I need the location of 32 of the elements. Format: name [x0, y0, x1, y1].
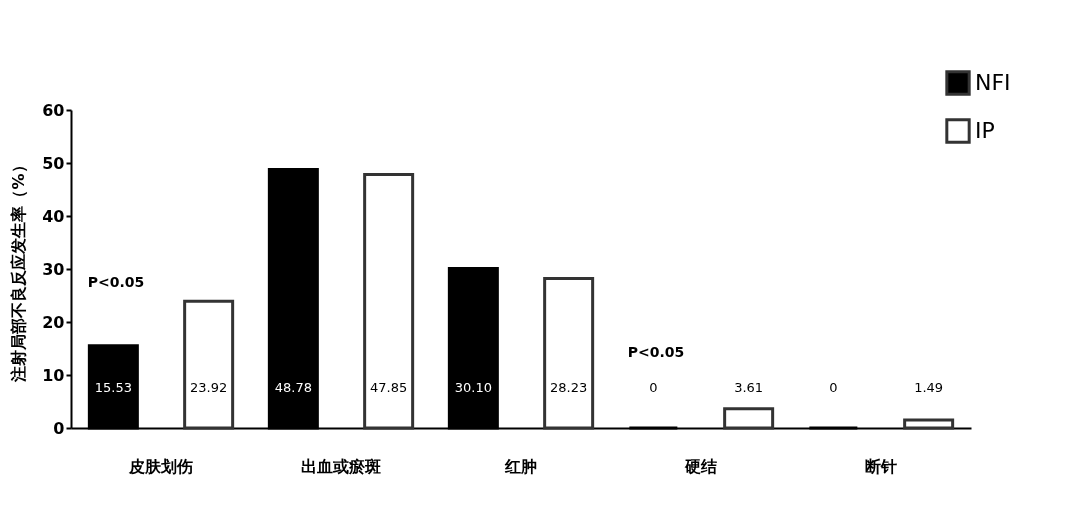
data-label: 3.61 [734, 380, 764, 395]
x-tick-label: 硬结 [684, 456, 717, 476]
bar [543, 276, 595, 430]
data-label: 0 [649, 380, 658, 395]
y-tick-label: 20 [42, 312, 65, 332]
bar [183, 299, 235, 430]
y-tick-label: 10 [42, 365, 65, 385]
annotation: P<0.05 [627, 344, 685, 360]
data-label: 47.85 [370, 380, 408, 395]
x-tick-label: 断针 [865, 456, 897, 476]
y-axis-title: 注射局部不良反应发生率（%） [9, 157, 29, 383]
bar [903, 418, 955, 430]
data-label: 15.53 [94, 380, 132, 395]
y-tick-label: 60 [42, 100, 65, 120]
data-label: 0 [829, 380, 838, 395]
bar [723, 407, 775, 430]
data-label: 48.78 [274, 380, 312, 395]
data-label: 28.23 [550, 380, 588, 395]
legend-label: NFI [975, 70, 1011, 95]
annotation: P<0.05 [87, 274, 145, 290]
y-tick-label: 40 [42, 206, 65, 226]
data-label: 23.92 [190, 380, 228, 395]
legend-label: IP [975, 118, 995, 143]
x-tick-label: 出血或瘀斑 [301, 456, 381, 476]
y-tick-label: 50 [42, 153, 65, 173]
data-label: 30.10 [454, 380, 492, 395]
bar [363, 172, 415, 430]
y-tick-label: 30 [42, 259, 65, 279]
x-tick-label: 红肿 [504, 456, 537, 476]
data-label: 1.49 [914, 380, 944, 395]
y-tick-label: 0 [53, 418, 65, 438]
x-tick-label: 皮肤划伤 [128, 456, 193, 476]
